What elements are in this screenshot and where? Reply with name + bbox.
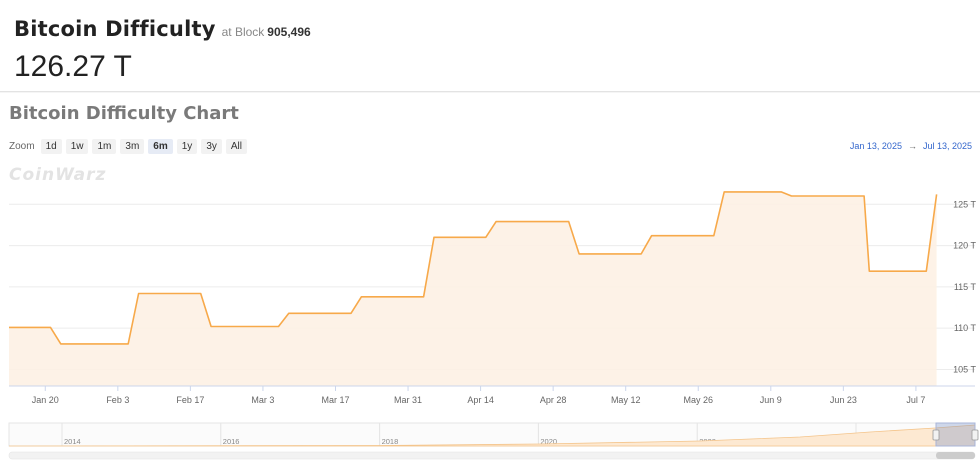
zoom-1y-button[interactable]: 1y [176, 139, 198, 154]
navigator-tick-label: 2020 [540, 437, 557, 446]
page-title: Bitcoin Difficulty [14, 17, 216, 41]
range-arrow-icon: → [907, 141, 917, 151]
zoom-controls: Zoom 1d 1w 1m 3m 6m 1y 3y All [9, 139, 251, 154]
zoom-1d-button[interactable]: 1d [40, 139, 62, 154]
zoom-all-button[interactable]: All [225, 139, 247, 154]
y-tick-label: 120 T [953, 241, 976, 251]
x-tick-label: Mar 17 [321, 395, 349, 405]
x-tick-label: Feb 3 [106, 395, 129, 405]
x-tick-label: May 26 [683, 395, 713, 405]
navigator-handle[interactable] [932, 429, 940, 441]
zoom-1m-button[interactable]: 1m [92, 139, 117, 154]
zoom-6m-button[interactable]: 6m [148, 139, 173, 154]
coinwarz-watermark: CoinWarz [9, 165, 107, 185]
y-tick-label: 125 T [953, 199, 976, 209]
x-tick-label: Apr 14 [467, 395, 494, 405]
axis-layer: 105 T 110 T 115 T 120 T 125 T Jan 20 Feb 3 Feb … [9, 199, 976, 405]
x-tick-label: Apr 28 [540, 395, 567, 405]
zoom-label: Zoom [9, 141, 35, 152]
navigator-scrollbar-thumb[interactable] [936, 452, 975, 459]
navigator[interactable]: 201420162018202020222024 [8, 422, 979, 460]
difficulty-header: Bitcoin Difficulty at Block 905,496 126.… [0, 0, 980, 92]
difficulty-area [9, 191, 937, 386]
difficulty-value: 126.27 T [14, 50, 132, 83]
x-tick-label: May 12 [611, 395, 641, 405]
navigator-tick-label: 2014 [64, 437, 81, 446]
x-tick-label: Jul 7 [906, 395, 925, 405]
y-tick-label: 105 T [953, 364, 976, 374]
range-to-input[interactable]: Jul 13, 2025 [922, 141, 972, 151]
x-tick-label: Jan 20 [32, 395, 59, 405]
navigator-tick-label: 2016 [223, 437, 240, 446]
y-tick-label: 110 T [954, 323, 977, 333]
plot-layer [9, 191, 938, 386]
y-tick-label: 115 T [954, 282, 977, 292]
at-block-label: at Block [221, 25, 265, 39]
chart-heading: Bitcoin Difficulty Chart [9, 103, 239, 124]
difficulty-line [9, 191, 938, 345]
zoom-3m-button[interactable]: 3m [120, 139, 145, 154]
navigator-scrollbar[interactable] [8, 451, 976, 460]
x-tick-label: Jun 23 [830, 395, 857, 405]
navigator-selection[interactable] [935, 422, 976, 447]
navigator-tick-label: 2018 [382, 437, 399, 446]
x-tick-label: Jun 9 [760, 395, 782, 405]
x-tick-label: Mar 31 [394, 395, 422, 405]
date-range: Jan 13, 2025 → Jul 13, 2025 [850, 141, 972, 151]
zoom-3y-button[interactable]: 3y [201, 139, 222, 154]
range-from-input[interactable]: Jan 13, 2025 [849, 141, 902, 151]
zoom-1w-button[interactable]: 1w [65, 139, 89, 154]
title-row: Bitcoin Difficulty at Block 905,496 [14, 17, 311, 41]
block-number: 905,496 [267, 25, 311, 39]
x-tick-label: Mar 3 [251, 395, 274, 405]
x-tick-label: Feb 17 [176, 395, 204, 405]
navigator-handle[interactable] [971, 429, 979, 441]
